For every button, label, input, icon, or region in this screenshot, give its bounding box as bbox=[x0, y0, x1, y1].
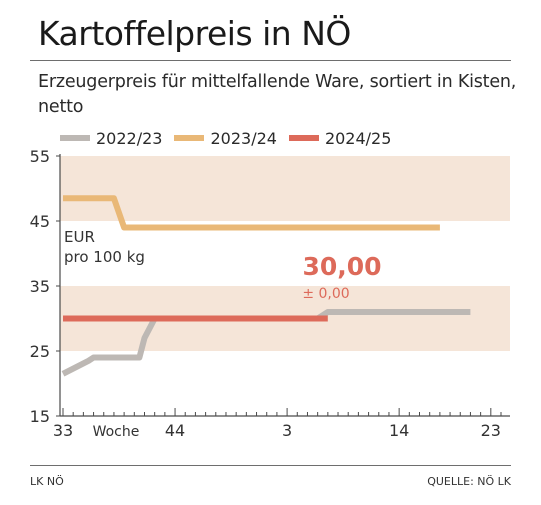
legend-label-2023-24: 2023/24 bbox=[210, 128, 277, 148]
current-price-value: 30,00 bbox=[302, 252, 381, 281]
chart-legend: 2022/23 2023/24 2024/25 bbox=[60, 126, 403, 150]
chart-subtitle: Erzeugerpreis für mittelfallende Ware, s… bbox=[38, 72, 517, 117]
unit-label-line: EUR bbox=[64, 228, 95, 246]
series-line-2022-23 bbox=[61, 309, 471, 377]
y-tick-label: 35 bbox=[30, 277, 50, 296]
footer-credit: LK NÖ bbox=[30, 475, 64, 488]
x-tick-labels: 33 44 3 14 23 Woche bbox=[53, 421, 501, 440]
footer-rule bbox=[30, 465, 511, 466]
legend-swatch-2022-23 bbox=[60, 135, 90, 141]
chart-title: Kartoffelpreis in NÖ bbox=[38, 14, 351, 53]
x-tick-label: 33 bbox=[53, 421, 73, 440]
series-lines bbox=[61, 195, 471, 377]
legend-label-2022-23: 2022/23 bbox=[96, 128, 163, 148]
x-tick-label: 3 bbox=[282, 421, 292, 440]
title-rule bbox=[30, 60, 511, 61]
y-tick-label: 25 bbox=[30, 342, 50, 361]
unit-label-line: pro 100 kg bbox=[64, 248, 145, 266]
chart-annotations: EUR pro 100 kg 30,00 ± 0,00 bbox=[64, 228, 382, 302]
legend-swatch-2024-25 bbox=[288, 135, 319, 141]
x-tick-label: 14 bbox=[389, 421, 409, 440]
x-tick-label: 44 bbox=[165, 421, 185, 440]
y-tick-labels: 55 45 35 25 15 bbox=[30, 147, 50, 426]
y-tick-label: 45 bbox=[30, 212, 50, 231]
band-0 bbox=[60, 156, 510, 221]
legend-swatch-2023-24 bbox=[174, 135, 205, 141]
y-tick-label: 55 bbox=[30, 147, 50, 166]
footer-source: QUELLE: NÖ LK bbox=[427, 475, 511, 488]
x-axis-label: Woche bbox=[93, 424, 140, 440]
background-bands bbox=[60, 156, 510, 351]
y-tick-label: 15 bbox=[30, 407, 50, 426]
legend-label-2024-25: 2024/25 bbox=[324, 128, 392, 148]
legend-item-2024-25: 2024/25 bbox=[288, 128, 392, 148]
x-tick-label: 23 bbox=[481, 421, 501, 440]
legend-item-2022-23: 2022/23 bbox=[60, 129, 162, 148]
price-change-label: ± 0,00 bbox=[302, 286, 349, 302]
legend-item-2023-24: 2023/24 bbox=[174, 128, 277, 148]
price-line-chart: 55 45 35 25 15 33 44 3 14 23 Woche EUR pro 100 kg 3… bbox=[30, 147, 510, 440]
chart-axes bbox=[56, 154, 510, 417]
series-line-2023-24 bbox=[63, 195, 440, 231]
